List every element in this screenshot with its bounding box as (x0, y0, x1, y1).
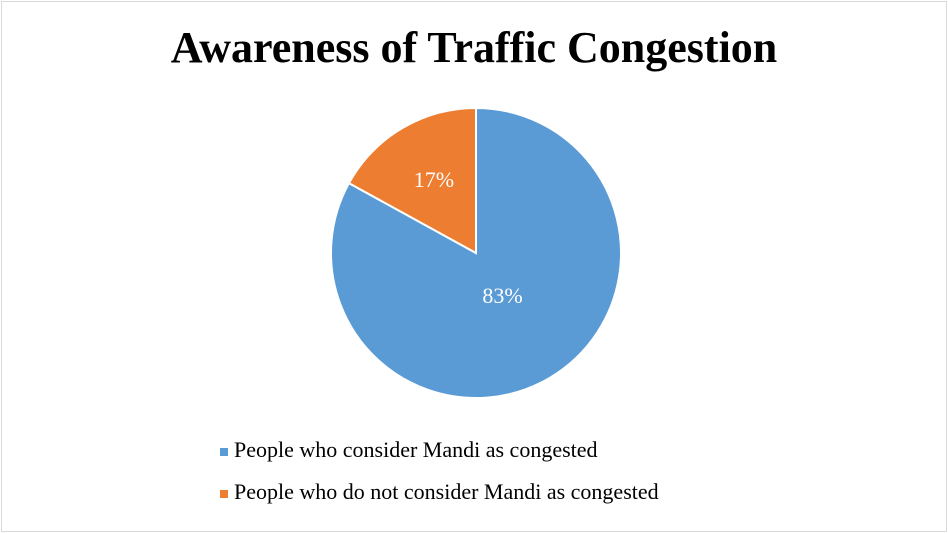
data-label: 17% (414, 167, 454, 192)
pie-slice (347, 106, 477, 255)
legend-label: People who consider Mandi as congested (234, 437, 598, 462)
legend-swatch (220, 490, 228, 498)
legend-label: People who do not consider Mandi as cong… (234, 479, 659, 504)
data-label: 83% (482, 283, 522, 308)
legend-swatch (220, 448, 228, 456)
chart-title: Awareness of Traffic Congestion (171, 23, 778, 72)
